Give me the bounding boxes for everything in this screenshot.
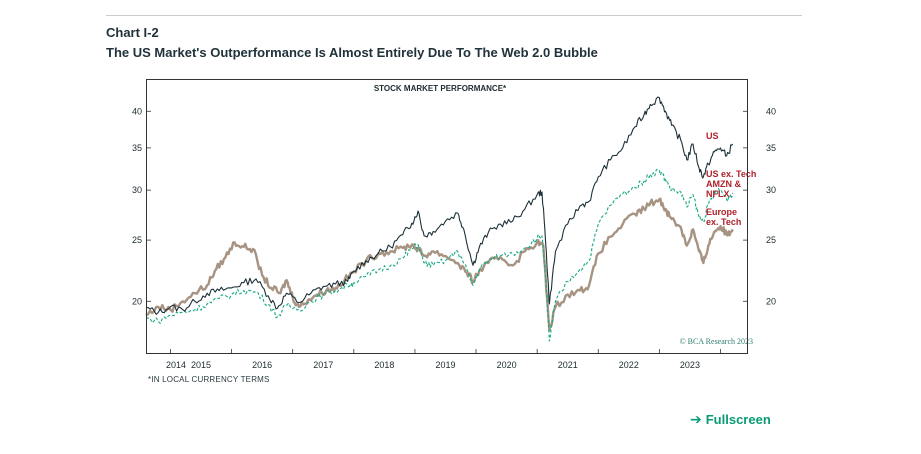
top-divider [106, 15, 802, 16]
series-label: NFLX [706, 189, 730, 199]
arrow-right-icon: ➔ [690, 411, 702, 427]
x-tick-label: 2020 [497, 360, 517, 370]
y-tick-label-right: 40 [766, 106, 776, 116]
plot-area-frame [146, 79, 748, 354]
y-tick-label-left: 40 [132, 106, 142, 116]
fullscreen-link[interactable]: ➔ Fullscreen [690, 411, 771, 428]
copyright-note: © BCA Research 2023 [680, 337, 753, 346]
inner-chart-title: STOCK MARKET PERFORMANCE* [374, 84, 507, 93]
x-tick-label: 2018 [374, 360, 394, 370]
y-tick-label-left: 30 [132, 185, 142, 195]
chart-figure: STOCK MARKET PERFORMANCE* © BCA Research… [132, 84, 776, 370]
x-tick-label: 2015 [191, 360, 211, 370]
series-label: US ex. Tech [706, 169, 756, 179]
series-line-europe-ex-tech [145, 197, 734, 332]
y-tick-label-right: 20 [766, 296, 776, 306]
x-tick-label: 2021 [558, 360, 578, 370]
y-tick-label-right: 35 [766, 143, 776, 153]
x-tick-label: 2019 [435, 360, 455, 370]
series-line-us [145, 96, 734, 315]
series-label: US [706, 131, 719, 141]
series-line-us-ex-tech [145, 168, 734, 342]
chart-number: Chart I-2 [106, 25, 159, 40]
x-tick-label: 2023 [680, 360, 700, 370]
y-tick-label-left: 25 [132, 235, 142, 245]
x-tick-label: 2022 [619, 360, 639, 370]
x-tick-label: 2014 [166, 360, 186, 370]
y-tick-label-right: 25 [766, 235, 776, 245]
y-tick-label-left: 20 [132, 296, 142, 306]
series-label: ex. Tech [706, 217, 741, 227]
series-label: Europe [706, 207, 737, 217]
series-label: AMZN & [706, 179, 741, 189]
x-tick-label: 2016 [252, 360, 272, 370]
y-tick-label-right: 30 [766, 185, 776, 195]
chart-heading: The US Market's Outperformance Is Almost… [106, 45, 598, 60]
x-tick-label: 2017 [313, 360, 333, 370]
y-tick-label-left: 35 [132, 143, 142, 153]
footnote: *IN LOCAL CURRENCY TERMS [148, 375, 270, 384]
fullscreen-label: Fullscreen [705, 412, 771, 427]
